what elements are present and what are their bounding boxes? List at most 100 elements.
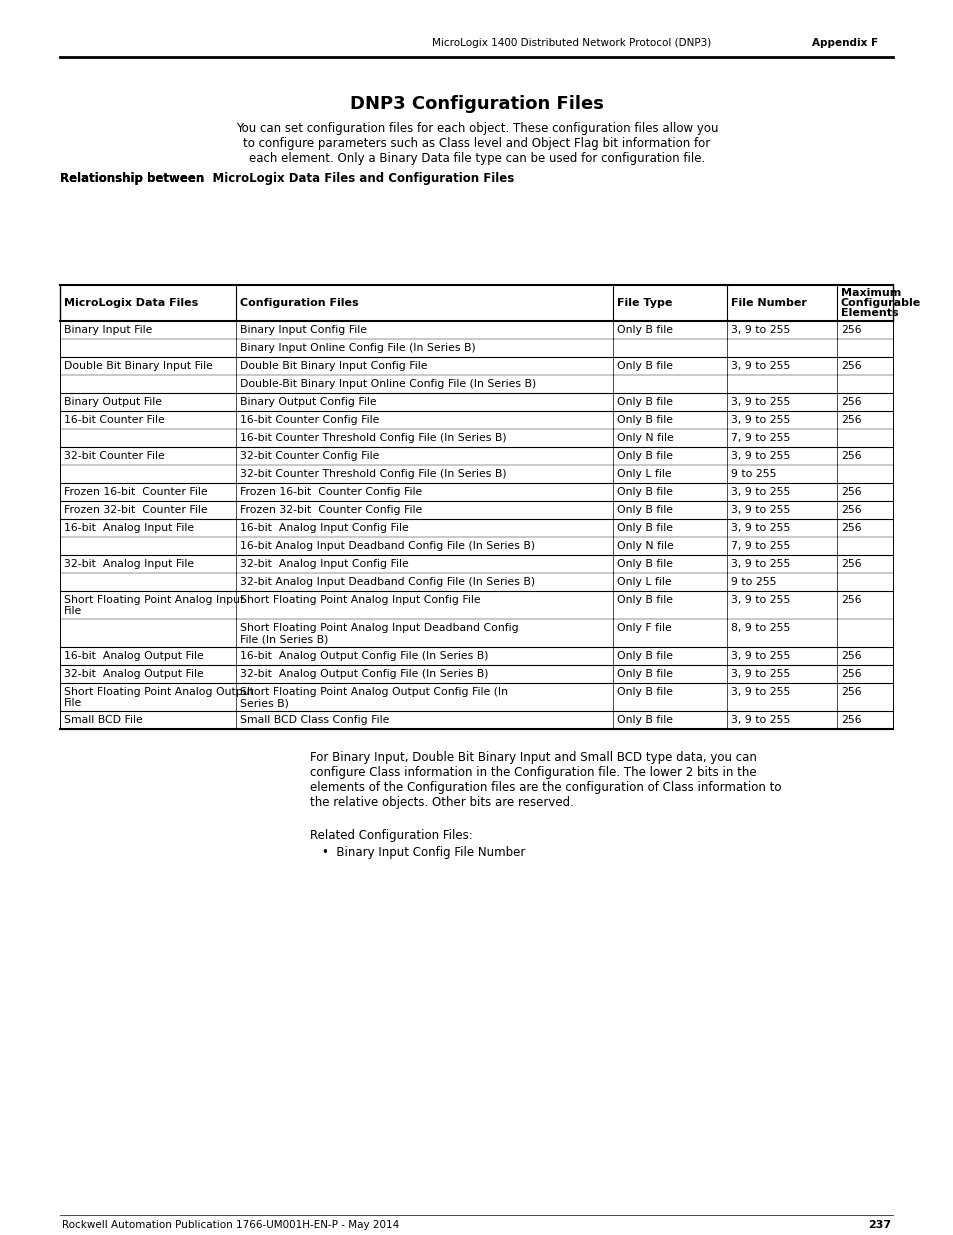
Text: Only B file: Only B file <box>617 451 672 461</box>
Text: 256: 256 <box>841 651 861 661</box>
Text: 32-bit  Analog Input File: 32-bit Analog Input File <box>64 559 193 569</box>
Text: 256: 256 <box>841 451 861 461</box>
Text: Short Floating Point Analog Output Config File (In: Short Floating Point Analog Output Confi… <box>240 687 507 697</box>
Text: Only B file: Only B file <box>617 487 672 496</box>
Text: 3, 9 to 255: 3, 9 to 255 <box>730 451 789 461</box>
Text: Elements: Elements <box>841 308 898 317</box>
Text: Only B file: Only B file <box>617 505 672 515</box>
Text: Frozen 32-bit  Counter Config File: Frozen 32-bit Counter Config File <box>240 505 422 515</box>
Text: each element. Only a Binary Data file type can be used for configuration file.: each element. Only a Binary Data file ty… <box>249 152 704 165</box>
Text: Frozen 32-bit  Counter File: Frozen 32-bit Counter File <box>64 505 208 515</box>
Text: 3, 9 to 255: 3, 9 to 255 <box>730 715 789 725</box>
Text: 256: 256 <box>841 669 861 679</box>
Text: 256: 256 <box>841 505 861 515</box>
Text: 16-bit  Analog Input File: 16-bit Analog Input File <box>64 522 193 534</box>
Text: 16-bit Counter Config File: 16-bit Counter Config File <box>240 415 379 425</box>
Text: File: File <box>64 698 82 708</box>
Text: 32-bit Analog Input Deadband Config File (In Series B): 32-bit Analog Input Deadband Config File… <box>240 577 535 587</box>
Text: 3, 9 to 255: 3, 9 to 255 <box>730 595 789 605</box>
Text: Relationship between  MicroLogix Data Files and Configuration Files: Relationship between MicroLogix Data Fil… <box>60 172 514 185</box>
Text: Binary Output Config File: Binary Output Config File <box>240 396 376 408</box>
Text: 16-bit Analog Input Deadband Config File (In Series B): 16-bit Analog Input Deadband Config File… <box>240 541 535 551</box>
Text: Only B file: Only B file <box>617 651 672 661</box>
Text: 32-bit  Analog Output File: 32-bit Analog Output File <box>64 669 204 679</box>
Text: 3, 9 to 255: 3, 9 to 255 <box>730 687 789 697</box>
Text: Short Floating Point Analog Input Config File: Short Floating Point Analog Input Config… <box>240 595 480 605</box>
Text: 32-bit  Analog Input Config File: 32-bit Analog Input Config File <box>240 559 408 569</box>
Text: 32-bit  Analog Output Config File (In Series B): 32-bit Analog Output Config File (In Ser… <box>240 669 488 679</box>
Text: 3, 9 to 255: 3, 9 to 255 <box>730 559 789 569</box>
Text: MicroLogix Data Files: MicroLogix Data Files <box>64 298 198 308</box>
Text: Only B file: Only B file <box>617 396 672 408</box>
Text: Related Configuration Files:: Related Configuration Files: <box>310 829 473 842</box>
Text: File (In Series B): File (In Series B) <box>240 634 328 643</box>
Text: 3, 9 to 255: 3, 9 to 255 <box>730 522 789 534</box>
Text: 9 to 255: 9 to 255 <box>730 469 776 479</box>
Text: 16-bit  Analog Output File: 16-bit Analog Output File <box>64 651 204 661</box>
Text: Only N file: Only N file <box>617 433 673 443</box>
Text: 3, 9 to 255: 3, 9 to 255 <box>730 361 789 370</box>
Text: Only B file: Only B file <box>617 415 672 425</box>
Text: 256: 256 <box>841 415 861 425</box>
Text: Binary Output File: Binary Output File <box>64 396 162 408</box>
Text: DNP3 Configuration Files: DNP3 Configuration Files <box>350 95 603 112</box>
Text: 256: 256 <box>841 595 861 605</box>
Text: Appendix F: Appendix F <box>811 38 877 48</box>
Text: Only L file: Only L file <box>617 577 671 587</box>
Text: Rockwell Automation Publication 1766-UM001H-EN-P - May 2014: Rockwell Automation Publication 1766-UM0… <box>62 1220 399 1230</box>
Text: 256: 256 <box>841 325 861 335</box>
Text: 256: 256 <box>841 715 861 725</box>
Text: Only B file: Only B file <box>617 559 672 569</box>
Text: Double-Bit Binary Input Online Config File (In Series B): Double-Bit Binary Input Online Config Fi… <box>240 379 536 389</box>
Text: 16-bit  Analog Output Config File (In Series B): 16-bit Analog Output Config File (In Ser… <box>240 651 488 661</box>
Text: File: File <box>64 606 82 616</box>
Text: Small BCD Class Config File: Small BCD Class Config File <box>240 715 389 725</box>
Text: 8, 9 to 255: 8, 9 to 255 <box>730 622 789 634</box>
Text: Only B file: Only B file <box>617 325 672 335</box>
Text: Frozen 16-bit  Counter Config File: Frozen 16-bit Counter Config File <box>240 487 422 496</box>
Text: File Type: File Type <box>617 298 672 308</box>
Text: 16-bit  Analog Input Config File: 16-bit Analog Input Config File <box>240 522 408 534</box>
Text: 16-bit Counter File: 16-bit Counter File <box>64 415 165 425</box>
Text: 3, 9 to 255: 3, 9 to 255 <box>730 415 789 425</box>
Text: to configure parameters such as Class level and Object Flag bit information for: to configure parameters such as Class le… <box>243 137 710 149</box>
Text: Only B file: Only B file <box>617 522 672 534</box>
Text: Only N file: Only N file <box>617 541 673 551</box>
Text: Binary Input Online Config File (In Series B): Binary Input Online Config File (In Seri… <box>240 343 476 353</box>
Text: 9 to 255: 9 to 255 <box>730 577 776 587</box>
Text: 32-bit Counter Config File: 32-bit Counter Config File <box>240 451 379 461</box>
Text: 256: 256 <box>841 687 861 697</box>
Text: Configuration Files: Configuration Files <box>240 298 358 308</box>
Text: 237: 237 <box>867 1220 890 1230</box>
Text: 256: 256 <box>841 559 861 569</box>
Text: 7, 9 to 255: 7, 9 to 255 <box>730 541 789 551</box>
Text: 256: 256 <box>841 361 861 370</box>
Text: Only B file: Only B file <box>617 715 672 725</box>
Text: Only B file: Only B file <box>617 669 672 679</box>
Text: File Number: File Number <box>730 298 806 308</box>
Text: Only F file: Only F file <box>617 622 671 634</box>
Text: Short Floating Point Analog Input Deadband Config: Short Floating Point Analog Input Deadba… <box>240 622 518 634</box>
Text: configure Class information in the Configuration file. The lower 2 bits in the: configure Class information in the Confi… <box>310 766 756 779</box>
Text: Series B): Series B) <box>240 698 289 708</box>
Text: •  Binary Input Config File Number: • Binary Input Config File Number <box>322 846 525 860</box>
Text: Short Floating Point Analog Output: Short Floating Point Analog Output <box>64 687 253 697</box>
Text: 256: 256 <box>841 396 861 408</box>
Text: Short Floating Point Analog Input: Short Floating Point Analog Input <box>64 595 244 605</box>
Text: 32-bit Counter File: 32-bit Counter File <box>64 451 165 461</box>
Text: elements of the Configuration files are the configuration of Class information t: elements of the Configuration files are … <box>310 781 781 794</box>
Text: Relationship between: Relationship between <box>60 172 213 185</box>
Text: 3, 9 to 255: 3, 9 to 255 <box>730 325 789 335</box>
Text: 3, 9 to 255: 3, 9 to 255 <box>730 487 789 496</box>
Text: Double Bit Binary Input File: Double Bit Binary Input File <box>64 361 213 370</box>
Text: 256: 256 <box>841 522 861 534</box>
Text: Double Bit Binary Input Config File: Double Bit Binary Input Config File <box>240 361 427 370</box>
Text: 3, 9 to 255: 3, 9 to 255 <box>730 505 789 515</box>
Text: Only L file: Only L file <box>617 469 671 479</box>
Text: Only B file: Only B file <box>617 687 672 697</box>
Text: the relative objects. Other bits are reserved.: the relative objects. Other bits are res… <box>310 797 574 809</box>
Text: 3, 9 to 255: 3, 9 to 255 <box>730 669 789 679</box>
Text: Configurable: Configurable <box>841 298 921 308</box>
Text: 3, 9 to 255: 3, 9 to 255 <box>730 651 789 661</box>
Text: Binary Input Config File: Binary Input Config File <box>240 325 367 335</box>
